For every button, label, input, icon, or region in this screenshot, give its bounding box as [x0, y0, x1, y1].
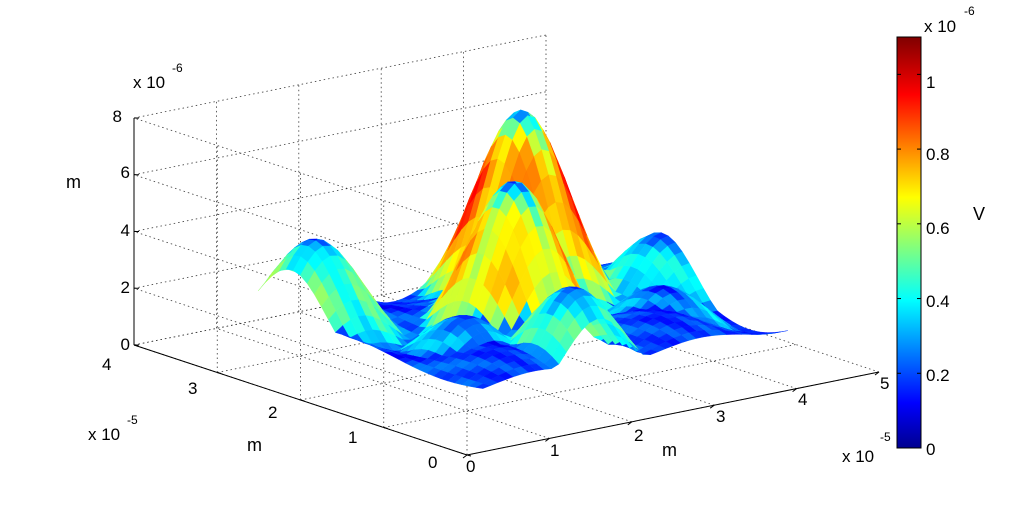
y-tick [466, 454, 472, 457]
x-tick-label: 2 [634, 426, 643, 445]
y-axis-label: m [247, 435, 262, 455]
x-tick-label: 3 [716, 407, 725, 426]
y-tick [383, 427, 388, 429]
colorbar-exponent-label: x 10 [924, 17, 956, 36]
z-tick-label: 4 [121, 221, 130, 240]
z-exponent-label: x 10 [133, 73, 165, 92]
y-exponent-label: x 10 [88, 425, 120, 444]
x-tick [874, 371, 880, 376]
colorbar [896, 36, 922, 449]
z-tick-label: 6 [121, 163, 130, 182]
x-exponent-label: x 10 [842, 447, 874, 466]
colorbar-tick-label: 0.8 [926, 145, 950, 164]
surface-layer [257, 109, 788, 389]
x-tick-label: 5 [880, 374, 889, 393]
y-tick [300, 399, 305, 402]
colorbar-tick-label: 1 [926, 73, 935, 92]
z-axis-label: m [66, 172, 81, 192]
z-tick-label: 2 [121, 278, 130, 297]
y-tick-label: 1 [348, 428, 357, 447]
z-tick-label: 8 [113, 107, 122, 126]
y-tick-label: 3 [188, 379, 197, 398]
y-tick-label: 2 [268, 403, 277, 422]
grid-line [133, 117, 468, 229]
x-tick [627, 421, 633, 426]
x-tick-label: 1 [550, 441, 559, 460]
axes-layer [133, 117, 880, 459]
y-tick [217, 372, 222, 374]
colorbar-tick-label: 0.2 [926, 366, 950, 385]
colorbar-tick-label: 0 [926, 440, 935, 459]
x-tick-label: 0 [466, 457, 475, 476]
x-axis-label: m [662, 440, 677, 460]
colorbar-tick-label: 0.4 [926, 292, 950, 311]
x-exponent: -5 [880, 430, 891, 444]
colorbar-label: V [973, 204, 985, 224]
colorbar-ticks [897, 73, 921, 449]
x-tick [709, 404, 715, 409]
x-tick-label: 4 [798, 390, 807, 409]
grid-line [133, 34, 547, 119]
colorbar-exponent: -6 [964, 4, 975, 18]
x-tick [792, 388, 797, 393]
z-tick-label: 0 [121, 335, 130, 354]
x-axis-line [466, 371, 880, 456]
x-tick [545, 437, 550, 442]
y-exponent: -5 [127, 413, 138, 427]
z-exponent: -6 [172, 61, 183, 75]
colorbar-tick-label: 0.6 [926, 219, 950, 238]
x-tick [462, 454, 468, 459]
surface-patch [773, 330, 788, 334]
y-tick-label: 4 [102, 355, 111, 374]
y-tick-label: 0 [428, 453, 437, 472]
